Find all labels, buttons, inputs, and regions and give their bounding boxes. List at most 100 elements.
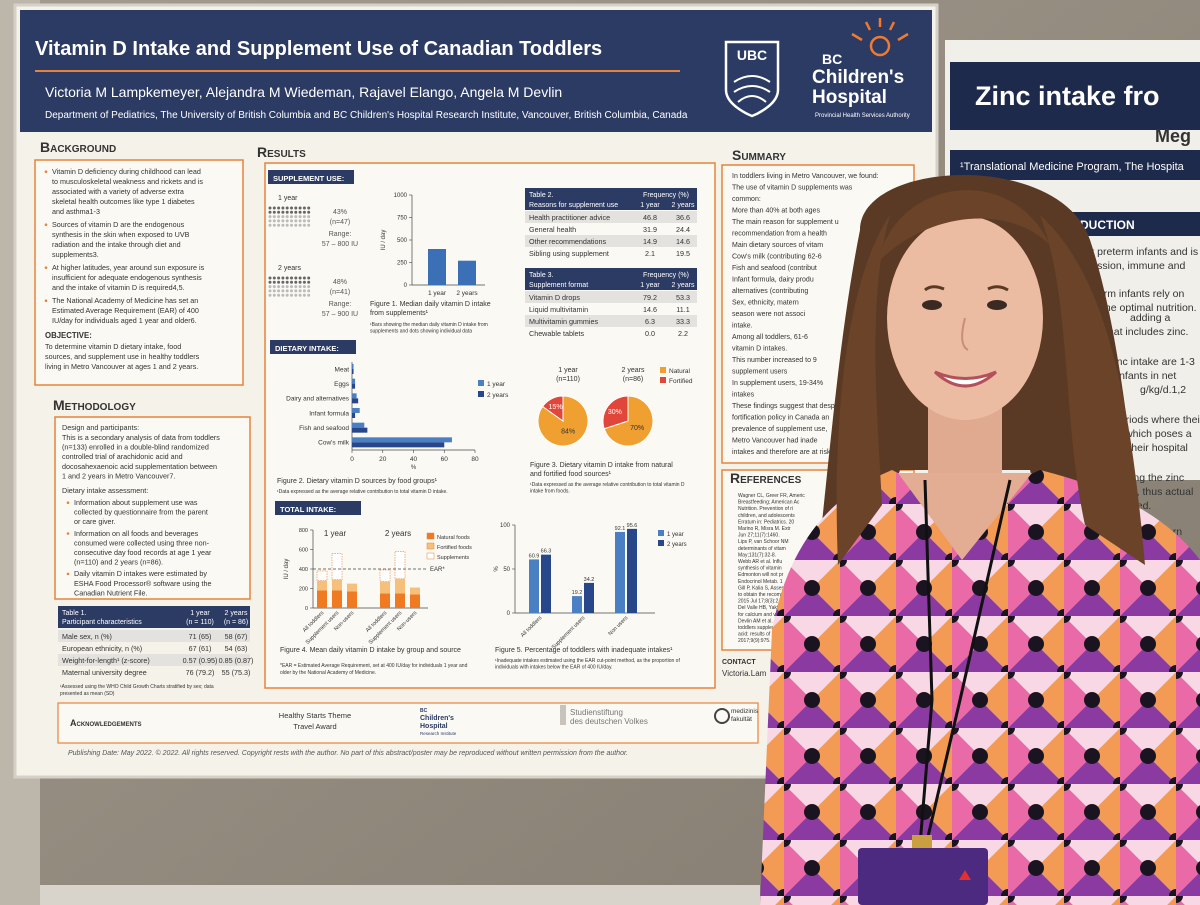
reference-text: children, and adolescents: [738, 513, 795, 519]
second-author: Meg: [1155, 126, 1191, 146]
methodology-box: [54, 416, 251, 600]
table-row: [525, 315, 697, 327]
bar: [352, 398, 359, 404]
icon-dot: [290, 219, 293, 223]
figure-caption: Figure 4. Mean daily vitamin D intake by…: [280, 647, 461, 654]
ack-logo: Children's: [420, 715, 454, 722]
pie-slice: [541, 395, 564, 422]
icon-dot: [302, 206, 306, 210]
table-cell: 2.2: [678, 329, 688, 338]
table-cell: Weight-for-length¹ (z-score): [62, 656, 150, 665]
icon-dot: [285, 280, 289, 284]
reference-text: May;131(7):32-8.: [738, 552, 776, 558]
table-cell: General health: [529, 225, 576, 234]
section-heading: References: [730, 470, 802, 486]
icon-dot: [272, 280, 276, 284]
table-cell: Liquid multivitamin: [529, 305, 588, 314]
bullet-text: synthesis in the skin when exposed to UV…: [52, 230, 190, 239]
icon-dot: [277, 210, 281, 214]
smile: [933, 370, 998, 388]
summary-text: Metro Vancouver had inade: [732, 438, 818, 445]
ack-award: Healthy Starts Theme: [279, 711, 351, 720]
hair-right: [1040, 215, 1145, 565]
bar: [352, 369, 354, 374]
eye-right: [987, 300, 1007, 310]
poster-title: Vitamin D Intake and Supplement Use of C…: [35, 38, 602, 60]
figure-note: individuals with intakes below the EAR o…: [495, 665, 612, 671]
figure-caption: Figure 3. Dietary vitamin D intake from …: [530, 462, 673, 469]
section-heading: Summary: [732, 147, 786, 163]
bar: [541, 554, 551, 613]
table-cell: 55 (75.3): [222, 668, 251, 677]
ack-heading: Acknowledgements: [70, 718, 142, 728]
figure-caption: Figure 1. Median daily vitamin D intake: [370, 301, 491, 308]
icon-dot: [298, 219, 302, 223]
pie-n: (n=110): [556, 376, 580, 383]
icon-dot: [302, 215, 306, 219]
reference-text: Jun 27;11(7):1460.: [738, 533, 780, 539]
icon-dot: [277, 293, 281, 297]
icon-dot: [285, 285, 289, 289]
summary-text: Fish and seafood (contribut: [732, 265, 817, 272]
icon-dot: [268, 215, 272, 219]
table-cell: Other recommendations: [529, 237, 607, 246]
table-header-text: 2 years: [672, 202, 695, 209]
table-cell: 31.9: [643, 225, 657, 234]
group-label: 2 years: [385, 529, 411, 538]
figure-caption: Figure 2. Dietary vitamin D sources by f…: [277, 478, 438, 485]
second-text: al zinc intake are 1-3: [1098, 356, 1195, 368]
icon-dot: [302, 223, 306, 227]
table-header: [525, 188, 697, 210]
hair-left: [836, 215, 890, 565]
table-cell: 0.85 (0.87): [219, 656, 254, 665]
table-note: ¹Assessed using the WHO Child Growth Cha…: [60, 684, 214, 690]
bar-segment: [317, 590, 327, 608]
icon-dot: [272, 210, 276, 214]
icon-dot: [290, 280, 293, 284]
table-cell: 53.3: [676, 293, 690, 302]
bar-segment: [331, 553, 343, 581]
icon-dot: [298, 223, 302, 227]
reference-text: Endocrinol Metab. 1: [738, 579, 783, 585]
table-header-text: 1 year: [190, 610, 210, 617]
icon-dot: [285, 293, 289, 297]
icon-dot: [302, 276, 306, 280]
bullet-text: Canadian Nutrient File.: [74, 588, 148, 597]
bar: [352, 378, 356, 384]
icon-dot: [302, 210, 306, 214]
second-text: for preterm infants and is: [1082, 246, 1198, 258]
bullet-text: to musculoskeletal weakness and rickets …: [52, 177, 203, 186]
icon-dot: [307, 219, 311, 223]
bar: [352, 393, 357, 399]
icon-dot: [281, 223, 285, 227]
bullet-text: skeletal health outcomes like type 1 dia…: [52, 197, 195, 206]
icon-dot: [298, 210, 302, 214]
pie-title: 1 year: [558, 367, 578, 374]
y-tick-label: 600: [299, 548, 308, 554]
second-text: d infants in net: [1108, 370, 1176, 382]
legend-label: Natural: [669, 368, 691, 375]
icon-dot: [281, 280, 285, 284]
badge-leaf: [959, 870, 971, 880]
ack-logo: Studienstiftung: [570, 708, 623, 717]
figure-note: ¹Data expressed as the average relative …: [277, 489, 448, 495]
ubc-shield: [724, 40, 780, 118]
bar: [627, 528, 637, 613]
icon-dot: [268, 223, 272, 227]
legend-label: Fortified: [669, 378, 693, 385]
x-axis-label: %: [411, 465, 417, 471]
bcch-logo: Hospital: [812, 87, 887, 108]
table-header-text: 1 year: [640, 202, 660, 209]
text: controlled trial of arachidonic acid and: [62, 452, 183, 461]
person: [760, 175, 1200, 905]
bar-segment: [347, 591, 357, 608]
bullet-text: insufficient for adequate endogenous syn…: [52, 273, 202, 282]
figure-note: ¹Bars showing the median daily vitamin D…: [370, 322, 488, 328]
y-tick-label: Dairy and alternatives: [286, 396, 350, 403]
second-header: [950, 62, 1200, 130]
y-tick-label: Fish and seafood: [299, 425, 349, 432]
icon-dot: [294, 280, 298, 284]
icon-dot: [298, 293, 302, 297]
bar: [352, 383, 356, 389]
